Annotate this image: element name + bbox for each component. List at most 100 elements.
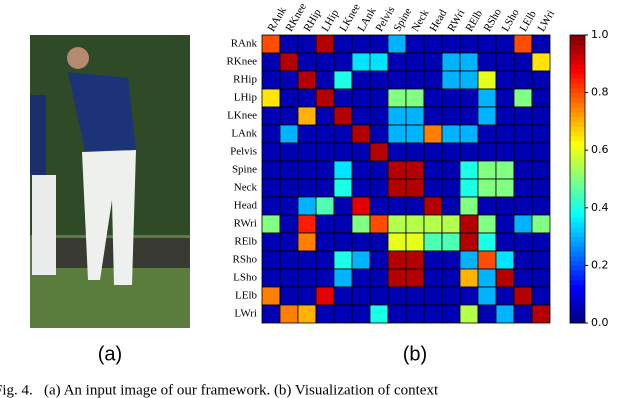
colorbar-segment	[570, 212, 585, 218]
heatmap-cell	[423, 196, 443, 216]
heatmap-cell	[279, 70, 299, 90]
heatmap-cell	[351, 106, 371, 126]
heatmap-cell	[441, 196, 461, 216]
heatmap-cell	[513, 196, 533, 216]
heatmap-cell	[297, 88, 317, 108]
colorbar-segment	[570, 303, 585, 310]
colorbar-segment	[570, 299, 585, 305]
colorbar-segment	[570, 35, 585, 41]
row-label: Neck	[234, 182, 258, 194]
colorbar-segment	[570, 97, 585, 103]
heatmap-cell	[315, 124, 335, 144]
photo-trousers	[82, 150, 136, 285]
heatmap-cell	[315, 304, 335, 324]
heatmap-cell	[423, 232, 443, 252]
photo-person-left-legs	[32, 175, 56, 275]
heatmap-cell	[351, 196, 371, 216]
heatmap-cell	[315, 34, 335, 54]
heatmap-cell	[423, 214, 443, 234]
heatmap-cell	[477, 250, 497, 270]
heatmap-cell	[477, 268, 497, 288]
colorbar-segment	[570, 131, 585, 137]
column-label: LWri	[535, 8, 557, 34]
heatmap-cell	[405, 286, 425, 306]
heatmap-cell	[423, 178, 443, 198]
colorbar-segment	[570, 44, 585, 50]
heatmap-cell	[531, 34, 551, 54]
heatmap-cell	[261, 70, 281, 90]
heatmap-cell	[369, 178, 389, 198]
heatmap-cell	[279, 52, 299, 72]
colorbar-segment	[570, 116, 585, 122]
heatmap-cell	[531, 52, 551, 72]
colorbar-segment	[570, 294, 585, 300]
heatmap-cell	[297, 52, 317, 72]
heatmap-cell	[315, 178, 335, 198]
heatmap-cell	[315, 232, 335, 252]
heatmap-cell	[297, 106, 317, 126]
heatmap-cell	[495, 124, 515, 144]
heatmap-cell	[279, 268, 299, 288]
heatmap-cell	[369, 106, 389, 126]
heatmap-cell	[297, 250, 317, 270]
heatmap-cell	[369, 88, 389, 108]
heatmap-cell	[315, 106, 335, 126]
heatmap-cell	[531, 196, 551, 216]
heatmap-cell	[297, 268, 317, 288]
heatmap-cell	[279, 214, 299, 234]
row-label: RAnk	[231, 38, 258, 50]
heatmap-cell	[261, 286, 281, 306]
heatmap-cell	[297, 304, 317, 324]
heatmap-cell	[279, 232, 299, 252]
heatmap-cell	[495, 196, 515, 216]
heatmap-cell	[369, 196, 389, 216]
heatmap-cell	[387, 196, 407, 216]
heatmap-cell	[315, 88, 335, 108]
heatmap-cell	[333, 268, 353, 288]
row-label: LAnk	[231, 128, 257, 140]
heatmap-cell	[423, 142, 443, 162]
heatmap-cell	[261, 250, 281, 270]
heatmap-cell	[477, 214, 497, 234]
heatmap-cell	[369, 250, 389, 270]
heatmap-cell	[459, 304, 479, 324]
row-label: LElb	[235, 290, 257, 302]
heatmap-cell	[405, 178, 425, 198]
heatmap-cell	[423, 286, 443, 306]
photo-shirt	[68, 72, 136, 156]
heatmap-cell	[513, 124, 533, 144]
heatmap-cell	[513, 286, 533, 306]
heatmap-cell	[279, 160, 299, 180]
heatmap-cell	[531, 178, 551, 198]
colorbar-segment	[570, 78, 585, 84]
heatmap-cell	[351, 70, 371, 90]
heatmap-cell	[387, 142, 407, 162]
colorbar-segment	[570, 63, 585, 70]
row-label: LSho	[233, 272, 257, 284]
subfigure-label: (a)	[98, 343, 122, 365]
subfigure-label: (b)	[403, 343, 427, 365]
heatmap-cell	[351, 160, 371, 180]
heatmap-cell	[405, 250, 425, 270]
heatmap-cell	[477, 52, 497, 72]
row-label: RKnee	[226, 56, 257, 68]
heatmap-cell	[513, 160, 533, 180]
heatmap-cell	[459, 286, 479, 306]
heatmap-cell	[333, 178, 353, 198]
heatmap-cell	[315, 250, 335, 270]
heatmap-cell	[459, 52, 479, 72]
heatmap-cell	[387, 124, 407, 144]
colorbar-segment	[570, 270, 585, 276]
heatmap-cell	[387, 232, 407, 252]
heatmap-cell	[513, 250, 533, 270]
heatmap-cell	[423, 124, 443, 144]
heatmap-cell	[531, 124, 551, 144]
column-label: Head	[427, 7, 449, 34]
heatmap-cell	[441, 70, 461, 90]
heatmap-cell	[477, 160, 497, 180]
colorbar-segment	[570, 68, 585, 74]
heatmap-cell	[369, 286, 389, 306]
heatmap-cell	[459, 196, 479, 216]
heatmap-cell	[513, 304, 533, 324]
heatmap-cell	[477, 142, 497, 162]
